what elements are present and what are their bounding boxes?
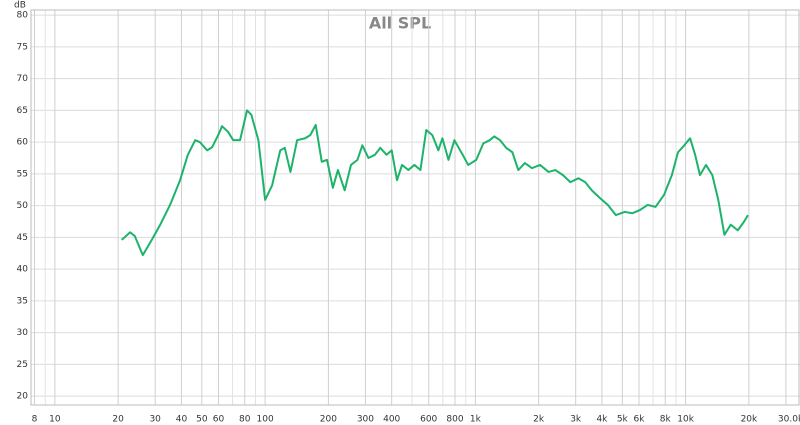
y-tick-label: 80	[17, 11, 29, 21]
x-tick-label: 60	[213, 415, 225, 425]
y-tick-label: 20	[17, 392, 29, 402]
x-tick-label: 8k	[660, 415, 672, 425]
x-tick-label: 200	[320, 415, 337, 425]
x-tick-label: 20k	[741, 415, 758, 425]
x-tick-label: 6k	[633, 415, 645, 425]
y-tick-label: 35	[17, 296, 28, 306]
x-tick-label: 30.0k Hz	[778, 415, 800, 425]
y-tick-label: 60	[17, 138, 29, 148]
x-tick-label: 10	[49, 415, 61, 425]
plot-frame	[30, 9, 800, 406]
x-tick-label: 800	[446, 415, 463, 425]
x-tick-label: 8	[32, 415, 38, 425]
y-tick-label: 65	[17, 106, 28, 116]
x-tick-label: 400	[383, 415, 400, 425]
x-tick-label: 4k	[596, 415, 608, 425]
y-tick-label: 55	[17, 169, 28, 179]
y-tick-label: 45	[17, 233, 28, 243]
x-tick-label: 600	[420, 415, 437, 425]
x-tick-label: 10k	[677, 415, 694, 425]
x-tick-label: 1k	[470, 415, 482, 425]
y-tick-label: 75	[17, 42, 28, 52]
x-tick-label: 100	[257, 415, 274, 425]
y-tick-label: 25	[17, 360, 28, 370]
x-tick-label: 5k	[617, 415, 629, 425]
x-tick-label: 300	[357, 415, 374, 425]
spl-line	[121, 109, 749, 257]
x-tick-label: 2k	[533, 415, 545, 425]
y-axis-label: dB	[14, 1, 26, 11]
y-tick-label: 70	[17, 74, 29, 84]
chart-title: All SPL	[369, 14, 431, 33]
y-tick-label: 40	[17, 265, 29, 275]
x-tick-label: 80	[239, 415, 251, 425]
x-tick-label: 3k	[570, 415, 582, 425]
y-tick-label: 30	[17, 328, 29, 338]
x-tick-label: 50	[196, 415, 208, 425]
x-tick-label: 20	[112, 415, 124, 425]
y-tick-label: 50	[17, 201, 29, 211]
x-tick-label: 40	[176, 415, 188, 425]
x-tick-label: 30	[149, 415, 161, 425]
